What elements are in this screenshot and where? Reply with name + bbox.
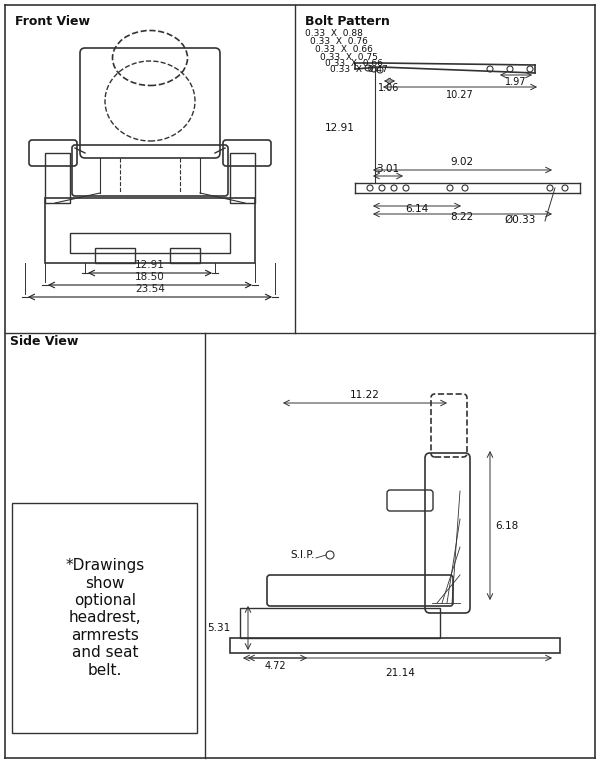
- Text: Side View: Side View: [10, 335, 79, 348]
- Text: 6.14: 6.14: [406, 204, 428, 214]
- Text: 18.50: 18.50: [135, 272, 165, 282]
- Text: 0.33  X  0.66: 0.33 X 0.66: [325, 59, 383, 67]
- Text: 0.33  X  0.47: 0.33 X 0.47: [330, 65, 388, 73]
- Text: 0.33  X  0.76: 0.33 X 0.76: [310, 37, 368, 46]
- Bar: [95, 248, 135, 263]
- Text: 10.27: 10.27: [446, 90, 474, 100]
- Text: 0.33  X  0.75: 0.33 X 0.75: [320, 53, 378, 62]
- Bar: [45, 153, 70, 203]
- Bar: [230, 153, 255, 203]
- Text: 9.02: 9.02: [451, 157, 473, 167]
- Text: S.I.P.: S.I.P.: [290, 550, 314, 560]
- Text: 5.31: 5.31: [207, 623, 230, 633]
- Bar: [45, 198, 255, 263]
- Text: Ø0.33: Ø0.33: [505, 215, 536, 225]
- Text: 3.01: 3.01: [376, 164, 400, 174]
- Text: 4.72: 4.72: [264, 661, 286, 671]
- Bar: [70, 233, 230, 253]
- Text: Front View: Front View: [15, 15, 90, 28]
- Text: 1.06: 1.06: [379, 83, 400, 93]
- Text: 8.22: 8.22: [451, 212, 473, 222]
- Text: 21.14: 21.14: [385, 668, 415, 678]
- Text: 12.91: 12.91: [325, 123, 355, 133]
- Text: 0.33  X  0.66: 0.33 X 0.66: [315, 44, 373, 53]
- Text: 1.97: 1.97: [505, 77, 527, 87]
- Text: Bolt Pattern: Bolt Pattern: [305, 15, 390, 28]
- Bar: [230, 638, 560, 653]
- Text: 0.33  X  0.88: 0.33 X 0.88: [305, 28, 363, 37]
- Text: 12.91: 12.91: [135, 260, 165, 270]
- Text: *Drawings
show
optional
headrest,
armrests
and seat
belt.: *Drawings show optional headrest, armres…: [65, 559, 145, 678]
- Text: 11.22: 11.22: [350, 390, 380, 400]
- Bar: [240, 608, 440, 638]
- Text: 6.18: 6.18: [495, 521, 518, 531]
- Bar: [170, 248, 200, 263]
- Text: 23.54: 23.54: [135, 284, 165, 294]
